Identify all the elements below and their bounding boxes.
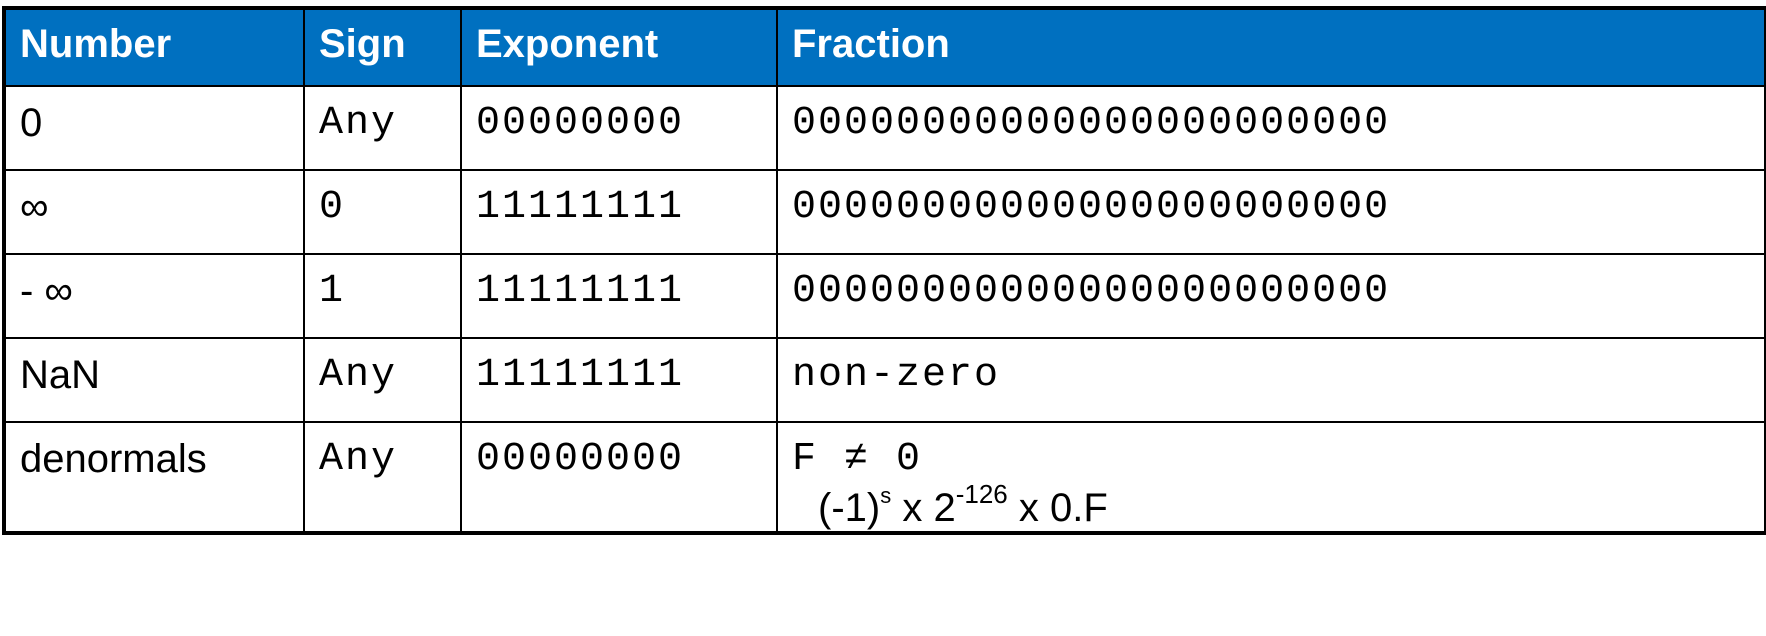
cell-exponent: 11111111 bbox=[460, 169, 778, 255]
cell-sign: Any bbox=[303, 337, 462, 423]
header-sign: Sign bbox=[303, 7, 462, 87]
header-number: Number bbox=[3, 7, 305, 87]
table-row: ∞ 0 11111111 00000000000000000000000 bbox=[3, 169, 1766, 255]
formula-base: (-1) bbox=[818, 486, 881, 530]
cell-sign: 1 bbox=[303, 253, 462, 339]
cell-number: denormals bbox=[3, 421, 305, 534]
header-exponent: Exponent bbox=[460, 7, 778, 87]
table-row: denormals Any 00000000 F ≠ 0 (-1)s x 2-1… bbox=[3, 421, 1766, 534]
cell-exponent: 00000000 bbox=[460, 85, 778, 171]
table-header-row: Number Sign Exponent Fraction bbox=[3, 7, 1766, 87]
ieee-special-values-table-container: Number Sign Exponent Fraction 0 Any 0000… bbox=[2, 6, 1766, 535]
cell-fraction-denormal: F ≠ 0 (-1)s x 2-126 x 0.F bbox=[776, 421, 1766, 534]
formula-mid: x 2 bbox=[891, 486, 956, 530]
cell-sign: 0 bbox=[303, 169, 462, 255]
cell-exponent: 11111111 bbox=[460, 253, 778, 339]
table-row: NaN Any 11111111 non-zero bbox=[3, 337, 1766, 423]
cell-fraction: 00000000000000000000000 bbox=[776, 253, 1766, 339]
ieee-special-values-table: Number Sign Exponent Fraction 0 Any 0000… bbox=[2, 6, 1766, 535]
cell-exponent: 00000000 bbox=[460, 421, 778, 534]
cell-number: ∞ bbox=[3, 169, 305, 255]
cell-exponent: 11111111 bbox=[460, 337, 778, 423]
cell-sign: Any bbox=[303, 85, 462, 171]
cell-fraction: non-zero bbox=[776, 337, 1766, 423]
cell-sign: Any bbox=[303, 421, 462, 534]
fraction-condition: F ≠ 0 bbox=[792, 437, 923, 482]
cell-fraction: 00000000000000000000000 bbox=[776, 169, 1766, 255]
table-row: - ∞ 1 11111111 00000000000000000000000 bbox=[3, 253, 1766, 339]
cell-number: 0 bbox=[3, 85, 305, 171]
cell-number: NaN bbox=[3, 337, 305, 423]
cell-fraction: 00000000000000000000000 bbox=[776, 85, 1766, 171]
formula-tail: x 0.F bbox=[1007, 486, 1108, 530]
formula-power: -126 bbox=[955, 479, 1008, 509]
table-row: 0 Any 00000000 00000000000000000000000 bbox=[3, 85, 1766, 171]
formula-sign-exponent: s bbox=[880, 483, 892, 508]
cell-number: - ∞ bbox=[3, 253, 305, 339]
header-fraction: Fraction bbox=[776, 7, 1766, 87]
denormal-formula: (-1)s x 2-126 x 0.F bbox=[792, 481, 1764, 531]
